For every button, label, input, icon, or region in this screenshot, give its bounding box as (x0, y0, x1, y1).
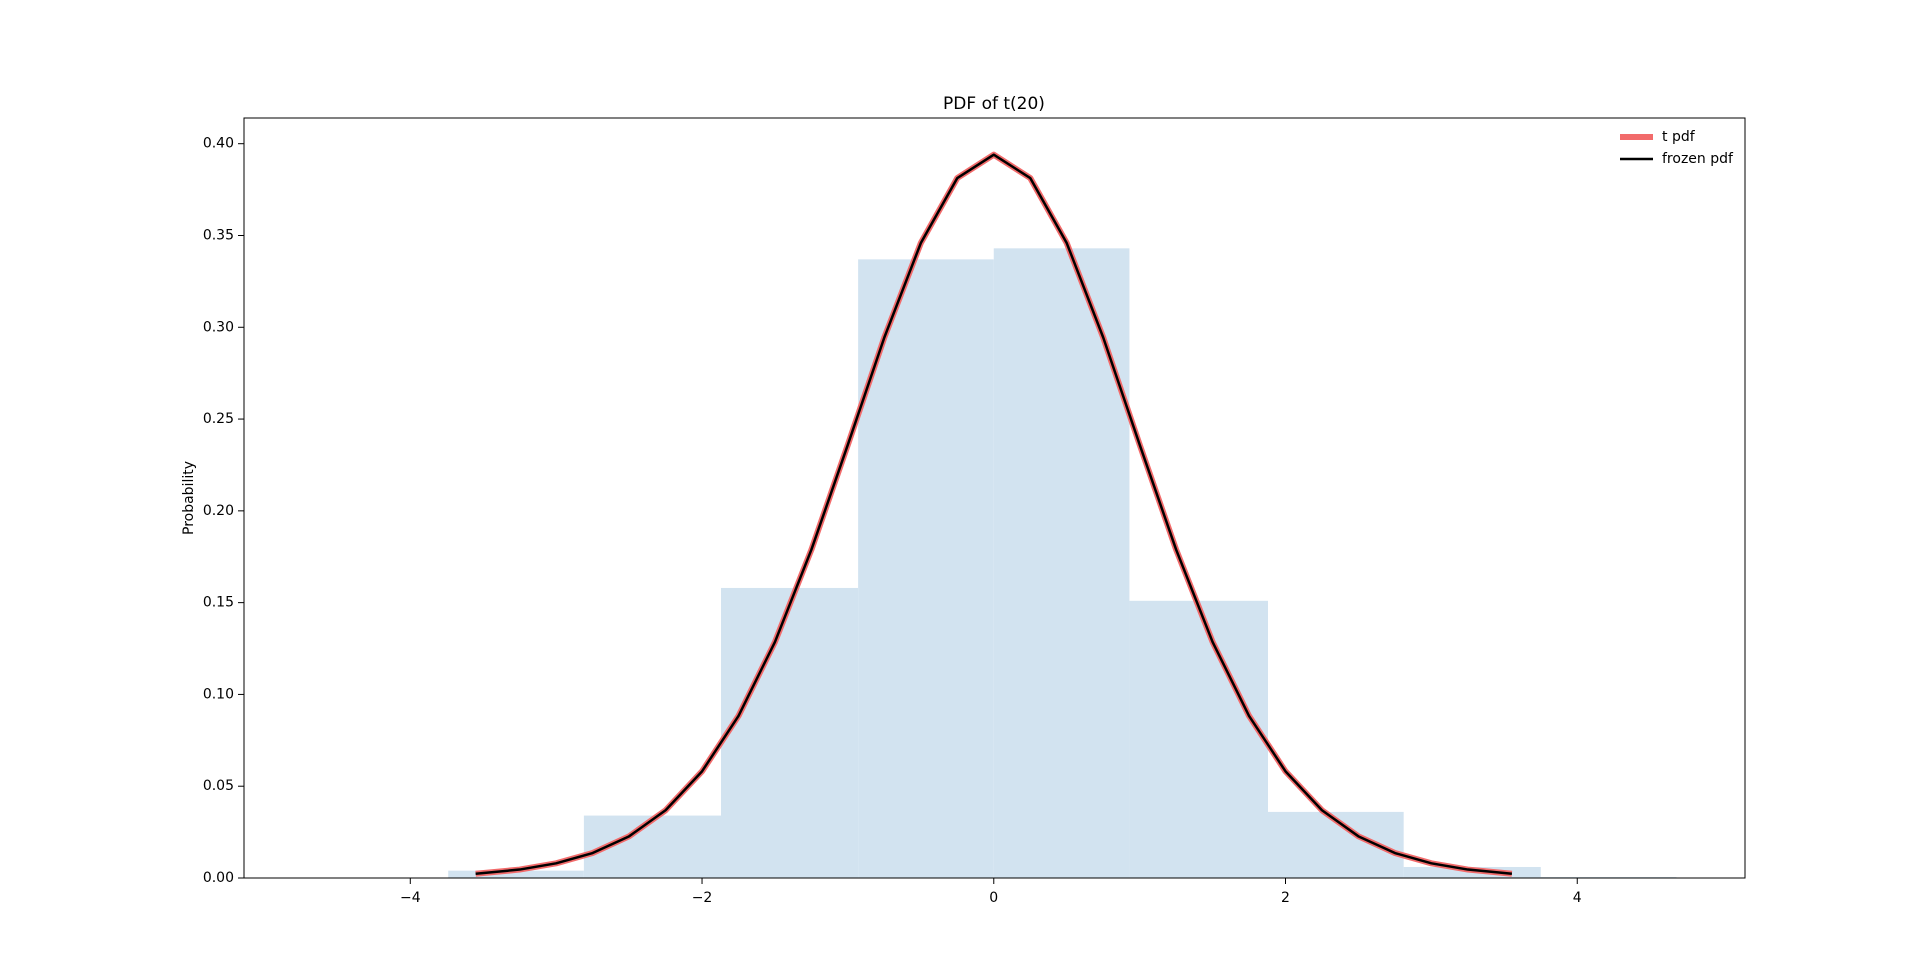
histogram-bar (993, 248, 1130, 879)
legend-label: frozen pdf (1662, 151, 1734, 167)
y-tick-label: 0.20 (203, 503, 234, 519)
histogram-bar (720, 587, 859, 878)
y-tick-label: 0.15 (203, 595, 234, 611)
histogram-bar (1129, 600, 1269, 878)
histogram-bar (858, 259, 994, 878)
y-axis-label: Probability (181, 461, 197, 535)
y-tick-label: 0.10 (203, 686, 234, 702)
plot-frame (243, 117, 1746, 879)
x-tick-label: −2 (692, 890, 713, 906)
line-series (475, 153, 1513, 876)
x-tick-label: 4 (1573, 890, 1582, 906)
y-tick-label: 0.05 (203, 778, 234, 794)
chart-title: PDF of t(20) (943, 94, 1045, 114)
y-tick-label: 0.30 (203, 319, 234, 335)
y-tick-label: 0.00 (203, 870, 234, 886)
y-tick-label: 0.40 (203, 136, 234, 152)
legend-label: t pdf (1662, 129, 1696, 145)
x-tick-label: 2 (1281, 890, 1290, 906)
histogram-bar (448, 870, 584, 878)
y-tick-label: 0.25 (203, 411, 234, 427)
x-tick-label: −4 (400, 890, 421, 906)
y-tick-label: 0.35 (203, 227, 234, 243)
x-tick-label: 0 (989, 890, 998, 906)
